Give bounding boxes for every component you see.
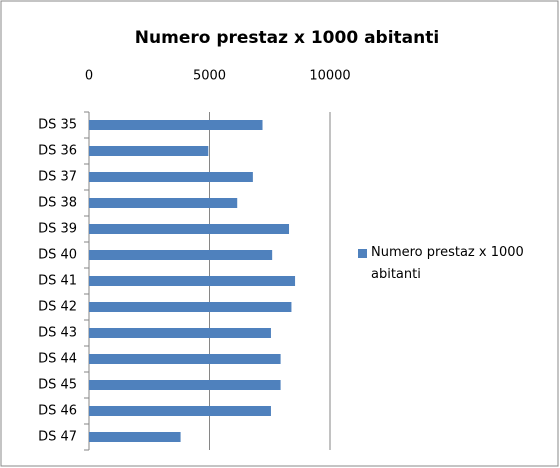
bar [89, 354, 281, 364]
y-tick-label: DS 39 [38, 222, 77, 237]
y-tick-label: DS 45 [38, 378, 77, 393]
y-tick-label: DS 38 [38, 196, 77, 211]
bar [89, 432, 181, 442]
bar [89, 380, 281, 390]
legend-swatch [358, 249, 367, 258]
chart-title: Numero prestaz x 1000 abitanti [135, 28, 439, 48]
bar [89, 172, 253, 182]
bar [89, 328, 271, 338]
bar [89, 406, 271, 416]
y-tick-label: DS 35 [38, 118, 77, 133]
y-tick-label: DS 47 [38, 430, 77, 445]
y-tick-label: DS 40 [38, 248, 77, 263]
legend: Numero prestaz x 1000 abitanti [371, 245, 524, 282]
bar [89, 120, 263, 130]
y-tick-label: DS 44 [38, 352, 77, 367]
y-tick-label: DS 37 [38, 170, 77, 185]
y-tick-label: DS 46 [38, 404, 77, 419]
bar [89, 302, 292, 312]
x-tick-label: 0 [85, 69, 93, 84]
y-tick-label: DS 36 [38, 144, 77, 159]
y-tick-label: DS 43 [38, 326, 77, 341]
bar [89, 198, 238, 208]
x-tick-label: 10000 [309, 69, 350, 84]
x-tick-label: 5000 [193, 69, 226, 84]
bar [89, 250, 273, 260]
bar [89, 146, 209, 156]
bar [89, 224, 290, 234]
y-tick-label: DS 42 [38, 300, 77, 315]
bar [89, 276, 296, 286]
y-tick-label: DS 41 [38, 274, 77, 289]
legend-label: Numero prestaz x 1000 abitanti [371, 245, 524, 282]
